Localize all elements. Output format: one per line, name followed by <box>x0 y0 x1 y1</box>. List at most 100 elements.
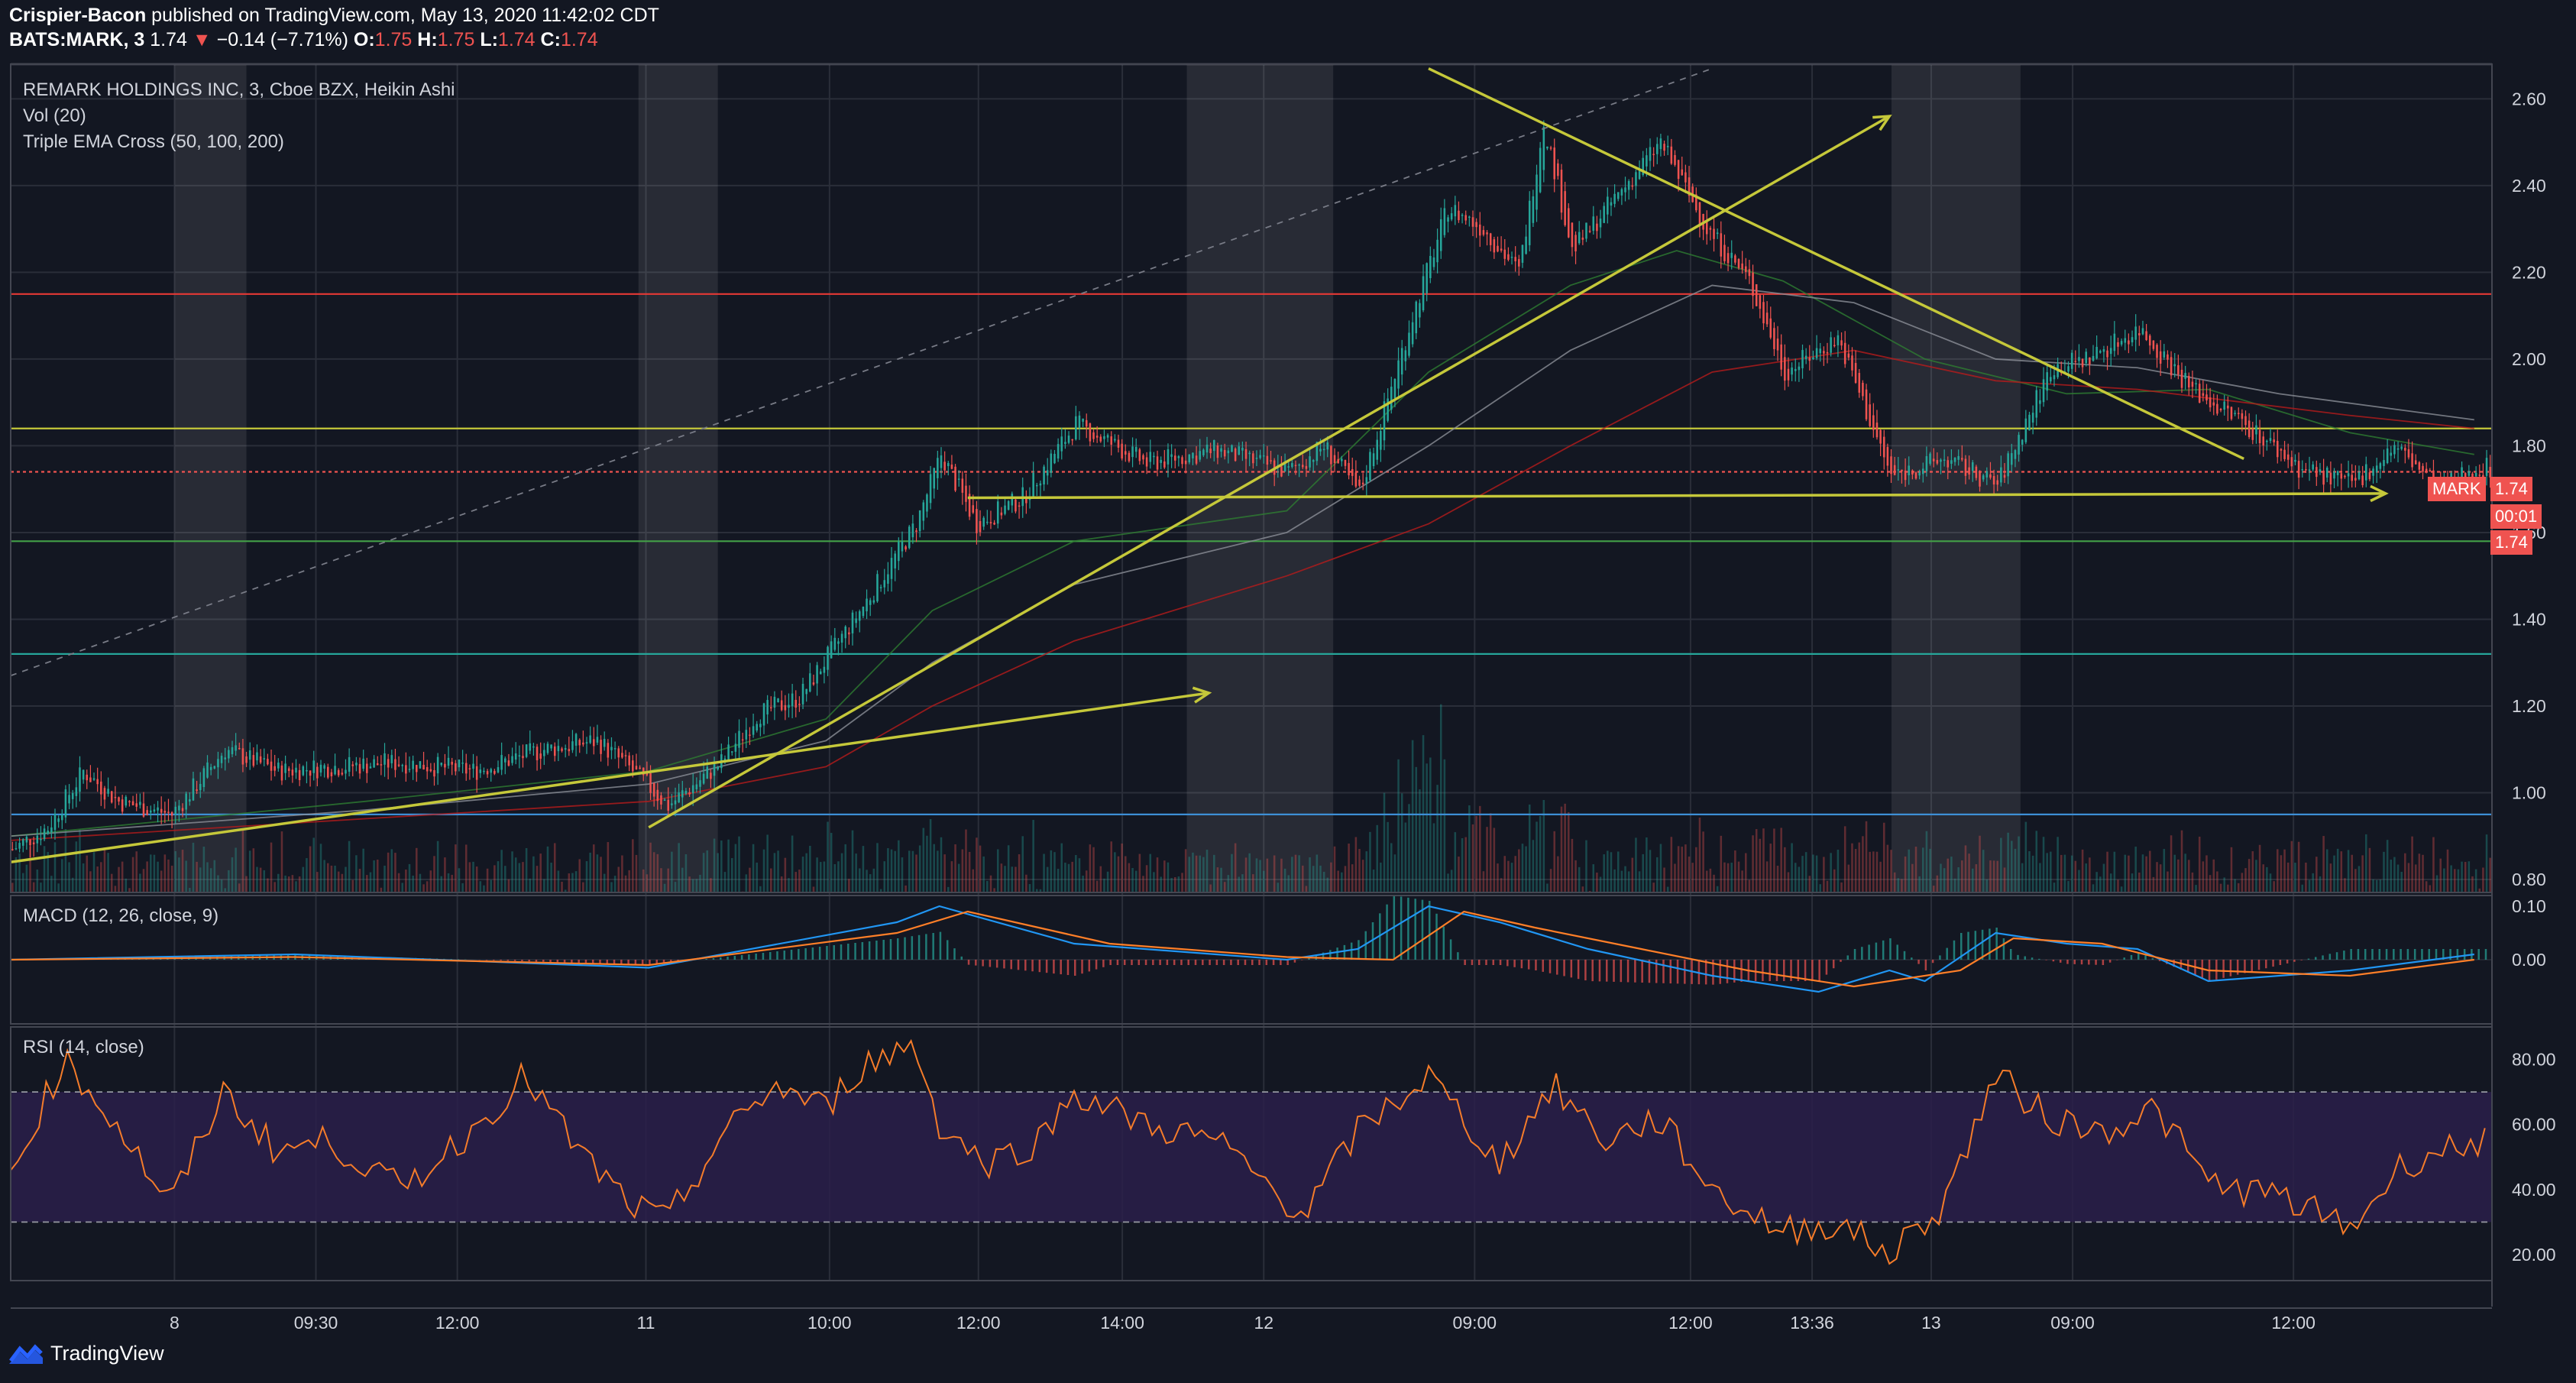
candle-body <box>862 606 865 617</box>
candle-body <box>1095 436 1099 438</box>
volume-bar <box>723 872 727 892</box>
volume-bar <box>2109 873 2112 892</box>
volume-bar <box>192 842 195 892</box>
volume-bar <box>2152 876 2155 892</box>
author-name[interactable]: Crispier-Bacon <box>9 5 147 26</box>
volume-bar <box>2489 857 2491 892</box>
volume-bar <box>1659 844 1662 892</box>
publish-header: Crispier-Bacon published on TradingView.… <box>9 5 659 27</box>
candle-body <box>574 734 578 746</box>
candle-body <box>1365 477 1368 484</box>
candle-body <box>2468 471 2471 476</box>
macd-histogram-bar <box>571 960 573 963</box>
volume-bar <box>2478 888 2481 892</box>
candle-body <box>1039 483 1042 486</box>
volume-bar <box>1681 847 1684 892</box>
volume-bar <box>507 879 510 892</box>
volume-bar <box>979 845 982 892</box>
volume-bar <box>1886 844 1889 892</box>
macd-histogram-bar <box>2357 949 2360 960</box>
y-tick-label: 1.80 <box>2512 436 2546 455</box>
candle-body <box>908 526 911 549</box>
volume-bar <box>1776 866 1779 892</box>
volume-bar <box>1125 856 1127 892</box>
volume-bar <box>2156 862 2158 892</box>
main-series-legend[interactable]: REMARK HOLDINGS INC, 3, Cboe BZX, Heikin… <box>23 79 455 100</box>
volume-legend[interactable]: Vol (20) <box>23 105 86 126</box>
candle-body <box>2248 420 2251 437</box>
candle-body <box>1886 447 1889 466</box>
candle-body <box>507 760 510 766</box>
candle-body <box>1103 436 1105 439</box>
candle-body <box>2404 448 2406 451</box>
candle-body <box>380 764 383 766</box>
volume-bar <box>1351 864 1354 892</box>
candle-body <box>2117 342 2119 347</box>
macd-histogram-bar <box>917 934 921 960</box>
volume-bar <box>1769 844 1772 892</box>
volume-bar <box>504 866 506 892</box>
candle-body <box>2336 471 2339 475</box>
candle-body <box>160 808 163 813</box>
x-tick-label: 12:00 <box>956 1313 1001 1333</box>
macd-histogram-bar <box>2371 949 2374 960</box>
macd-histogram-bar <box>1570 960 1573 978</box>
candle-body <box>1348 462 1350 476</box>
candle-body <box>1862 382 1864 397</box>
volume-bar <box>2070 855 2073 892</box>
candle-body <box>890 558 893 579</box>
candle-body <box>734 743 737 752</box>
volume-bar <box>1536 821 1538 892</box>
volume-bar <box>475 866 478 892</box>
volume-bar <box>125 878 128 892</box>
volume-bar <box>2443 868 2445 892</box>
candle-body <box>291 769 294 776</box>
candle-body <box>1688 177 1691 196</box>
macd-histogram-bar <box>2350 949 2352 960</box>
macd-histogram-bar <box>662 960 665 964</box>
volume-bar <box>2319 876 2322 892</box>
volume-bar <box>135 851 138 892</box>
rsi-legend[interactable]: RSI (14, close) <box>23 1037 144 1057</box>
candle-body <box>1635 172 1637 186</box>
ema-legend[interactable]: Triple EMA Cross (50, 100, 200) <box>23 131 284 152</box>
candle-body <box>497 767 500 772</box>
volume-bar <box>490 879 492 892</box>
candle-body <box>316 766 319 779</box>
macd-histogram-bar <box>762 953 765 960</box>
candle-body <box>1897 469 1900 471</box>
candle-body <box>1085 419 1088 427</box>
candle-body <box>1291 463 1293 468</box>
candle-body <box>366 763 368 773</box>
candle-body <box>600 740 602 754</box>
candle-body <box>585 742 588 744</box>
volume-bar <box>1216 867 1219 892</box>
y-tick-label: 0.80 <box>2512 870 2546 889</box>
candle-body <box>2152 340 2155 349</box>
macd-histogram-bar <box>1371 922 1374 960</box>
tradingview-footer[interactable]: TradingView <box>9 1342 164 1365</box>
volume-bar <box>2386 840 2389 892</box>
macd-legend[interactable]: MACD (12, 26, close, 9) <box>23 905 219 926</box>
candle-body <box>1312 460 1315 462</box>
macd-histogram-bar <box>2442 949 2445 960</box>
volume-bar <box>1627 871 1630 892</box>
x-tick-label: 12 <box>1254 1313 1273 1333</box>
volume-bar <box>511 851 513 892</box>
volume-bar <box>1875 851 1879 892</box>
candle-body <box>1071 439 1073 441</box>
candle-body <box>412 760 414 769</box>
volume-bar <box>1893 872 1896 892</box>
candle-body <box>2011 453 2013 465</box>
volume-bar <box>1447 873 1449 892</box>
candle-body <box>2134 326 2137 340</box>
candle-body <box>1840 340 1843 346</box>
volume-bar <box>1432 823 1435 892</box>
macd-histogram-bar <box>2279 960 2282 965</box>
candle-body <box>416 765 418 772</box>
volume-bar <box>2184 853 2186 892</box>
candle-body <box>1387 398 1389 421</box>
volume-bar <box>1971 868 1974 892</box>
volume-bar <box>2074 860 2077 892</box>
